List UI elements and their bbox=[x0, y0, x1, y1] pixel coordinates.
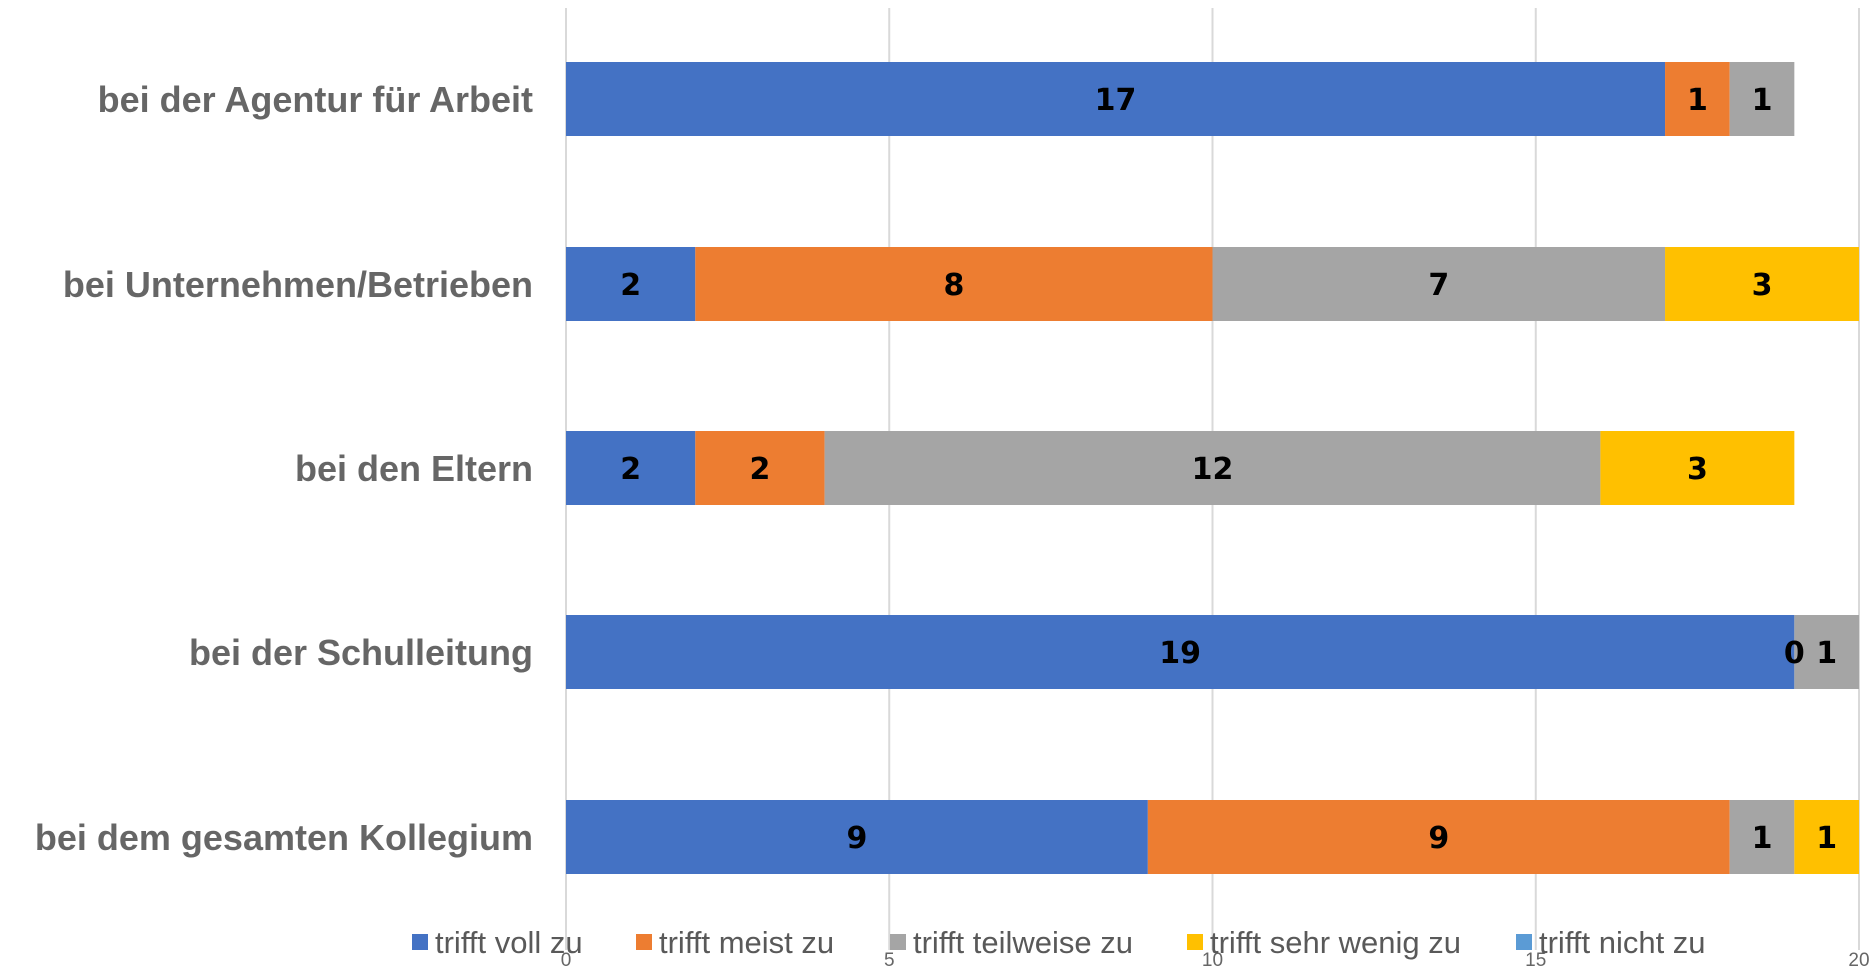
data-label: 8 bbox=[943, 268, 964, 303]
x-tick-label-15: 15 bbox=[1525, 950, 1546, 969]
legend-item: trifft meist zu bbox=[636, 925, 834, 960]
data-label: 3 bbox=[1752, 268, 1773, 303]
legend-label: trifft nicht zu bbox=[1539, 925, 1706, 960]
data-label: 19 bbox=[1159, 636, 1201, 671]
bar-segment bbox=[695, 431, 825, 505]
data-label: 9 bbox=[846, 821, 867, 856]
category-label: bei der Schulleitung bbox=[189, 632, 533, 673]
bar-segment bbox=[566, 247, 696, 321]
category-label: bei der Agentur für Arbeit bbox=[98, 79, 533, 120]
legend-swatch bbox=[890, 934, 906, 950]
data-label: 1 bbox=[1816, 821, 1837, 856]
legend-item: trifft voll zu bbox=[412, 925, 583, 960]
data-label: 1 bbox=[1752, 821, 1773, 856]
bar-segment bbox=[1729, 800, 1795, 874]
category-labels: bei der Agentur für Arbeit bei Unternehme… bbox=[35, 79, 533, 858]
data-label: 1 bbox=[1816, 636, 1837, 671]
legend-label: trifft meist zu bbox=[659, 925, 834, 960]
data-label: 1 bbox=[1752, 83, 1773, 118]
bar-segment bbox=[824, 431, 1601, 505]
bar-segment bbox=[1794, 615, 1859, 689]
bar-segment bbox=[1600, 431, 1795, 505]
legend-label: trifft voll zu bbox=[435, 925, 583, 960]
bar-segment bbox=[566, 800, 1148, 874]
bar-segment bbox=[1212, 247, 1666, 321]
legend-item: trifft nicht zu bbox=[1516, 925, 1706, 960]
x-tick-label-20: 20 bbox=[1848, 950, 1869, 969]
x-tick-label-0: 0 bbox=[561, 950, 572, 969]
bar-segment bbox=[1147, 800, 1730, 874]
legend-label: trifft sehr wenig zu bbox=[1210, 925, 1461, 960]
legend-swatch bbox=[1516, 934, 1532, 950]
bar-segment bbox=[566, 431, 696, 505]
x-tick-label-5: 5 bbox=[884, 950, 895, 969]
data-label: 0 bbox=[1784, 636, 1805, 671]
legend-item: trifft sehr wenig zu bbox=[1187, 925, 1461, 960]
data-label: 9 bbox=[1428, 821, 1449, 856]
bar-segments bbox=[566, 62, 1859, 874]
data-label: 3 bbox=[1687, 452, 1708, 487]
legend-swatch bbox=[1187, 934, 1203, 950]
legend-swatch bbox=[412, 934, 428, 950]
bar-segment bbox=[1665, 247, 1859, 321]
bar-segment bbox=[695, 247, 1213, 321]
legend-label: trifft teilweise zu bbox=[913, 925, 1133, 960]
data-label: 2 bbox=[620, 268, 641, 303]
x-tick-label-10: 10 bbox=[1202, 950, 1223, 969]
data-label: 17 bbox=[1095, 83, 1137, 118]
bar-segment bbox=[1794, 800, 1859, 874]
data-label: 7 bbox=[1428, 268, 1449, 303]
bar-segment bbox=[566, 615, 1795, 689]
data-label: 12 bbox=[1192, 452, 1234, 487]
category-label: bei dem gesamten Kollegium bbox=[35, 817, 533, 858]
data-label: 2 bbox=[750, 452, 771, 487]
data-label: 1 bbox=[1687, 83, 1708, 118]
bar-segment bbox=[1729, 62, 1795, 136]
bar-segment bbox=[1665, 62, 1730, 136]
data-labels: 17 1 12 8 7 32 2 12 319 0 19 9 1 1 bbox=[620, 83, 1837, 856]
category-label: bei den Eltern bbox=[295, 448, 533, 489]
legend-swatch bbox=[636, 934, 652, 950]
legend: trifft voll zu trifft meist zu trifft teil… bbox=[412, 925, 1706, 960]
legend-item: trifft teilweise zu bbox=[890, 925, 1133, 960]
x-axis-ticks: 0 5 10 15 20 bbox=[561, 950, 1870, 969]
bar-segment bbox=[566, 62, 1666, 136]
data-label: 2 bbox=[620, 452, 641, 487]
category-label: bei Unternehmen/Betrieben bbox=[63, 264, 533, 305]
